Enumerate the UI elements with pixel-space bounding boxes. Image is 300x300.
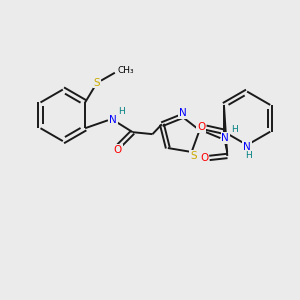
Text: CH₃: CH₃ [118, 66, 134, 75]
Text: H: H [245, 152, 251, 160]
Text: H: H [118, 107, 125, 116]
Text: H: H [231, 125, 238, 134]
Text: O: O [114, 145, 122, 155]
Text: N: N [179, 108, 187, 118]
Text: N: N [243, 142, 251, 152]
Text: O: O [197, 122, 205, 132]
Text: S: S [190, 151, 197, 161]
Text: N: N [109, 115, 117, 125]
Text: S: S [94, 78, 100, 88]
Text: O: O [200, 153, 208, 163]
Text: N: N [221, 133, 229, 143]
